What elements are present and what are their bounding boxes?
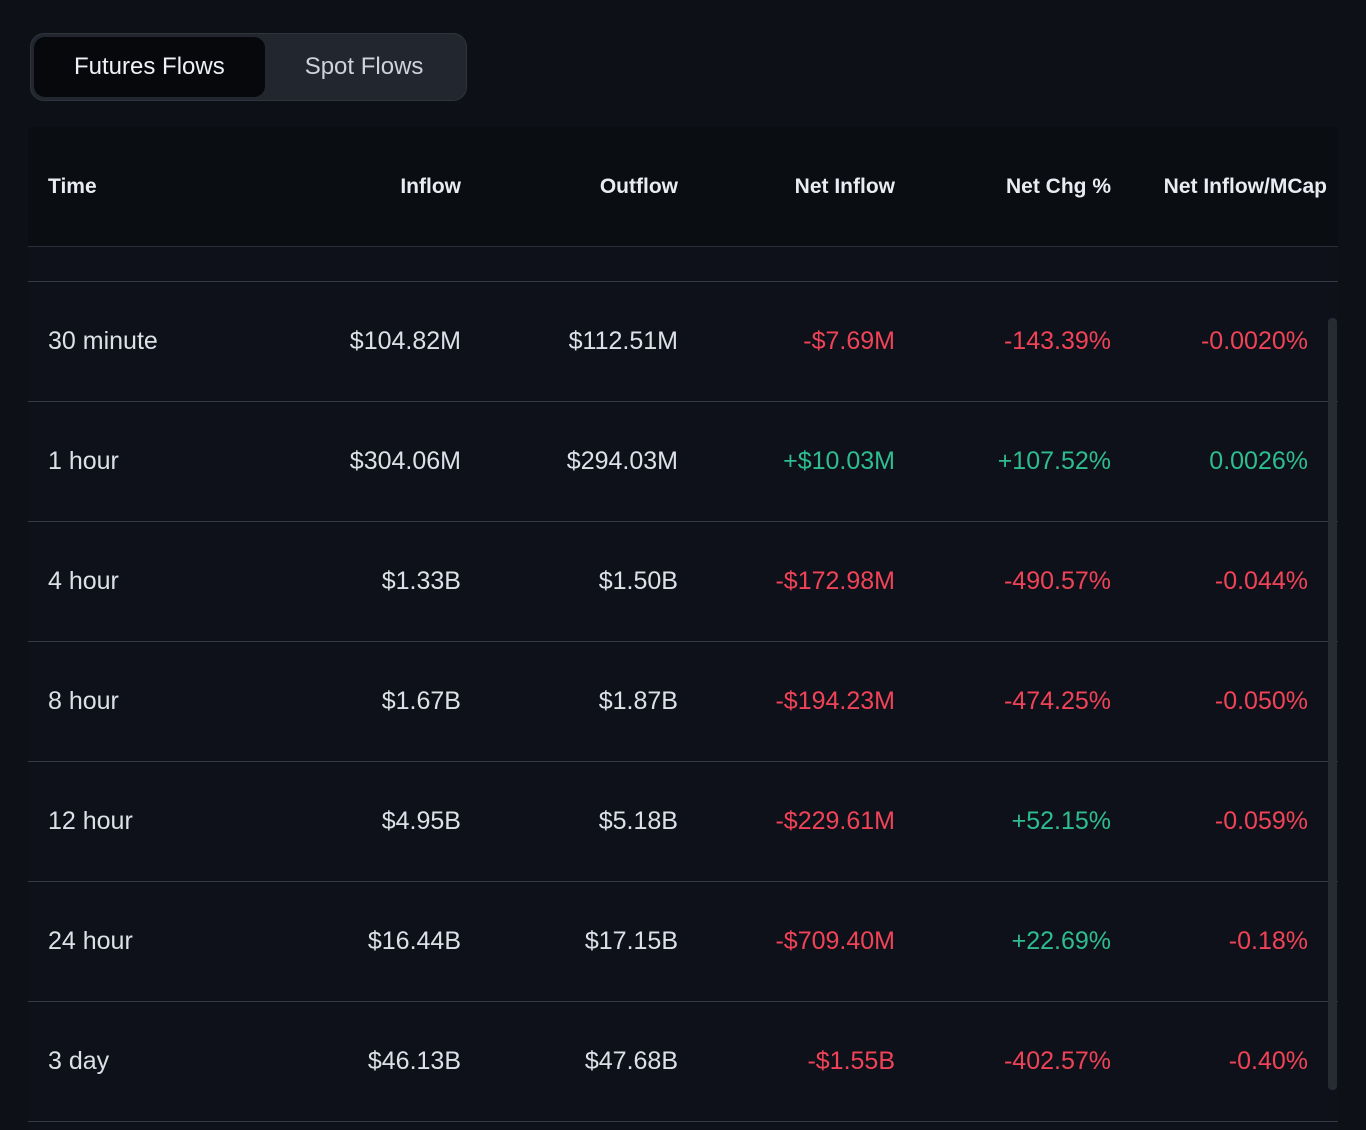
cell-inflow: $104.82M	[349, 327, 461, 355]
cell-net-inflow-mcap: -0.40%	[1228, 1047, 1308, 1075]
cell-net-inflow: -$709.40M	[775, 927, 895, 955]
cell-net-inflow: -$229.61M	[775, 807, 895, 835]
cell-time: 4 hour	[48, 567, 119, 595]
cell-net-inflow: -$1.55B	[807, 1047, 895, 1075]
cell-time: 12 hour	[48, 807, 133, 835]
cell-inflow: $16.44B	[367, 927, 461, 955]
table-row: 12 hour $4.95B $5.18B -$229.61M +52.15% …	[28, 762, 1338, 882]
cell-outflow: $1.50B	[598, 567, 678, 595]
flows-tab-group: Futures Flows Spot Flows	[30, 33, 468, 101]
cell-outflow: $1.87B	[598, 687, 678, 715]
cell-net-chg: -490.57%	[1003, 567, 1111, 595]
cell-time: 8 hour	[48, 687, 119, 715]
cell-net-chg: -143.39%	[1003, 327, 1111, 355]
cell-time: 3 day	[48, 1047, 110, 1075]
table-row-partial	[28, 247, 1338, 282]
col-header-net-inflow-mcap: Net Inflow/MCap	[1163, 174, 1327, 198]
cell-inflow: $4.95B	[381, 807, 461, 835]
cell-net-inflow-mcap: 0.0026%	[1209, 447, 1308, 475]
cell-outflow: $47.68B	[584, 1047, 678, 1075]
cell-net-inflow-mcap: -0.059%	[1214, 807, 1308, 835]
cell-outflow: $5.18B	[598, 807, 678, 835]
flows-table: Time Inflow Outflow Net Inflow Net Chg %…	[28, 127, 1338, 1130]
cell-inflow: $46.13B	[367, 1047, 461, 1075]
cell-net-chg: -402.57%	[1003, 1047, 1111, 1075]
cell-net-inflow: +$10.03M	[783, 447, 895, 475]
col-header-net-chg: Net Chg %	[1006, 174, 1111, 198]
cell-net-inflow: -$172.98M	[775, 567, 895, 595]
cell-net-inflow-mcap: -0.050%	[1214, 687, 1308, 715]
table-row: 1 hour $304.06M $294.03M +$10.03M +107.5…	[28, 402, 1338, 522]
cell-inflow: $304.06M	[349, 447, 461, 475]
cell-outflow: $294.03M	[566, 447, 678, 475]
col-header-outflow: Outflow	[599, 174, 678, 198]
table-body: 30 minute $104.82M $112.51M -$7.69M -143…	[28, 247, 1338, 1122]
cell-time: 1 hour	[48, 447, 119, 475]
cell-inflow: $1.33B	[381, 567, 461, 595]
cell-time: 30 minute	[48, 327, 158, 355]
cell-net-chg: -474.25%	[1003, 687, 1111, 715]
cell-net-inflow-mcap: -0.044%	[1214, 567, 1308, 595]
cell-time: 24 hour	[48, 927, 133, 955]
col-header-inflow: Inflow	[400, 174, 461, 198]
table-header: Time Inflow Outflow Net Inflow Net Chg %…	[28, 127, 1338, 247]
cell-net-chg: +22.69%	[1011, 927, 1111, 955]
table-row: 3 day $46.13B $47.68B -$1.55B -402.57% -…	[28, 1002, 1338, 1122]
cell-net-inflow: -$194.23M	[775, 687, 895, 715]
cell-net-inflow: -$7.69M	[803, 327, 895, 355]
table-row: 4 hour $1.33B $1.50B -$172.98M -490.57% …	[28, 522, 1338, 642]
table-row: 8 hour $1.67B $1.87B -$194.23M -474.25% …	[28, 642, 1338, 762]
cell-inflow: $1.67B	[381, 687, 461, 715]
cell-outflow: $17.15B	[584, 927, 678, 955]
vertical-scrollbar-thumb[interactable]	[1328, 318, 1337, 1090]
tab-spot-flows[interactable]: Spot Flows	[304, 53, 424, 80]
col-header-time: Time	[48, 174, 97, 198]
cell-net-inflow-mcap: -0.0020%	[1200, 327, 1308, 355]
tab-futures-flows[interactable]: Futures Flows	[34, 37, 265, 97]
cell-outflow: $112.51M	[568, 327, 678, 355]
cell-net-chg: +52.15%	[1011, 807, 1111, 835]
cell-net-chg: +107.52%	[997, 447, 1111, 475]
cell-net-inflow-mcap: -0.18%	[1228, 927, 1308, 955]
table-row: 30 minute $104.82M $112.51M -$7.69M -143…	[28, 282, 1338, 402]
col-header-net-inflow: Net Inflow	[794, 174, 895, 198]
table-row: 24 hour $16.44B $17.15B -$709.40M +22.69…	[28, 882, 1338, 1002]
